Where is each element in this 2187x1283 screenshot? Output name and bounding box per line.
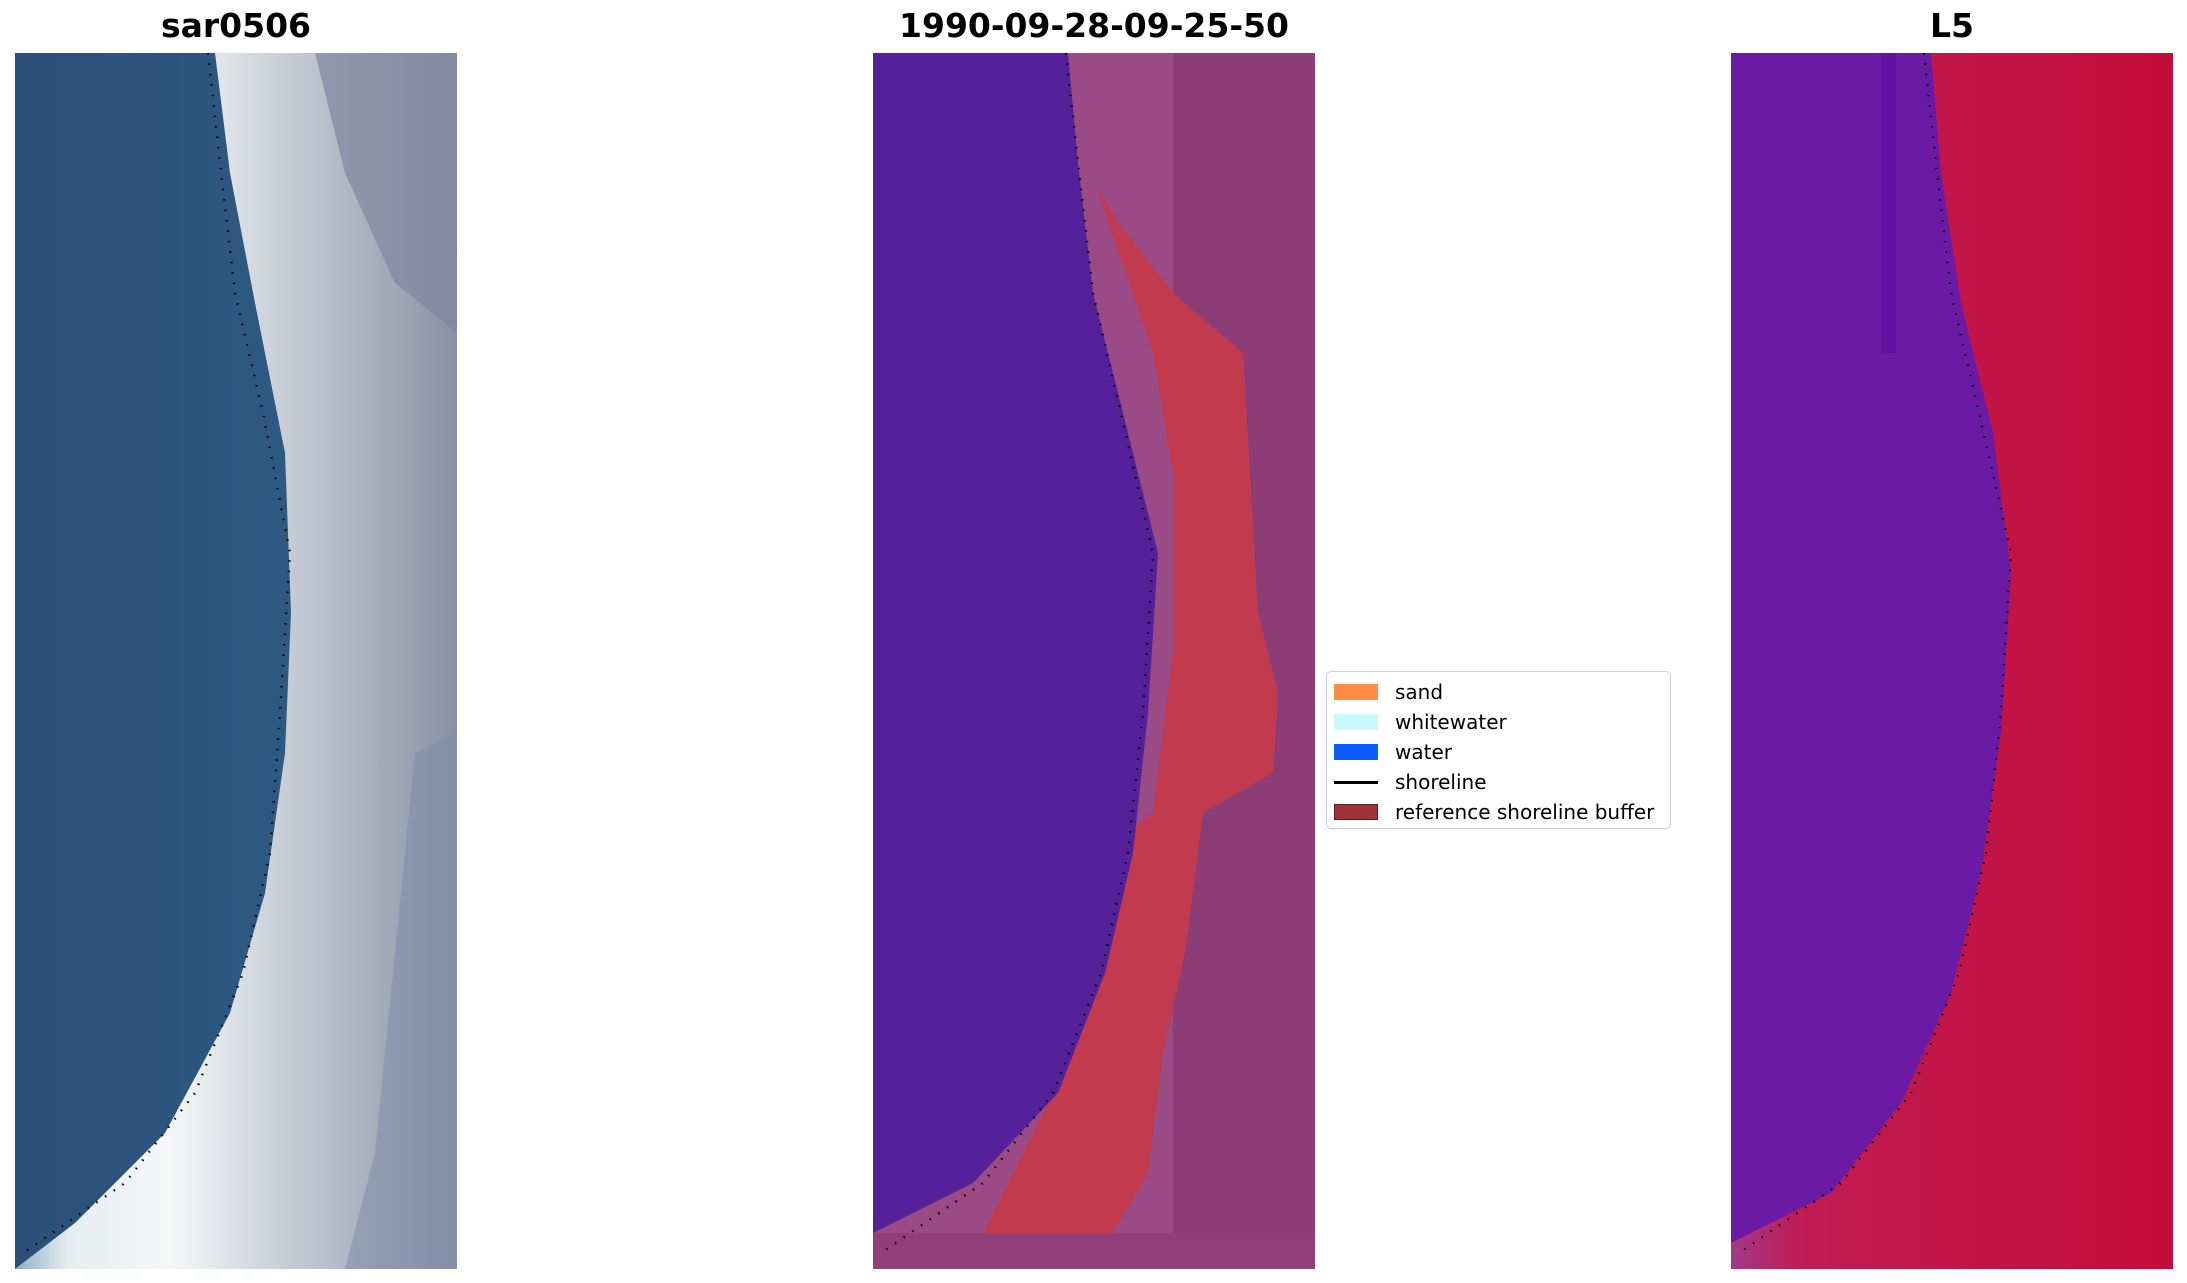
legend-item-shoreline: shoreline — [1334, 767, 1487, 797]
panel-title-index: L5 — [1930, 6, 1974, 45]
legend-label: reference shoreline buffer — [1395, 800, 1655, 824]
legend-label: whitewater — [1395, 710, 1507, 734]
classification-image — [873, 53, 1315, 1269]
legend-item-reference-buffer: reference shoreline buffer — [1334, 797, 1654, 827]
shoreline-line-icon — [1334, 780, 1378, 784]
panel-title-rgb: sar0506 — [160, 6, 312, 45]
sand-swatch — [1334, 684, 1378, 700]
reference-buffer — [983, 183, 1278, 1233]
legend-label: shoreline — [1395, 770, 1487, 794]
legend-label: sand — [1395, 680, 1444, 704]
legend-item-sand: sand — [1334, 677, 1443, 707]
legend-item-water: water — [1334, 737, 1452, 767]
rgb-image-panel — [15, 53, 457, 1269]
reference-buffer-swatch — [1334, 804, 1378, 820]
classification-panel — [873, 53, 1315, 1269]
index-panel — [1731, 53, 2173, 1269]
panel-title-classification: 1990-09-28-09-25-50 — [899, 6, 1289, 45]
index-image — [1731, 53, 2173, 1269]
legend: sand whitewater water shoreline referenc… — [1326, 671, 1671, 829]
water-swatch — [1334, 744, 1378, 760]
legend-item-whitewater: whitewater — [1334, 707, 1507, 737]
legend-label: water — [1395, 740, 1452, 764]
rgb-image — [15, 53, 457, 1269]
whitewater-swatch — [1334, 714, 1378, 730]
